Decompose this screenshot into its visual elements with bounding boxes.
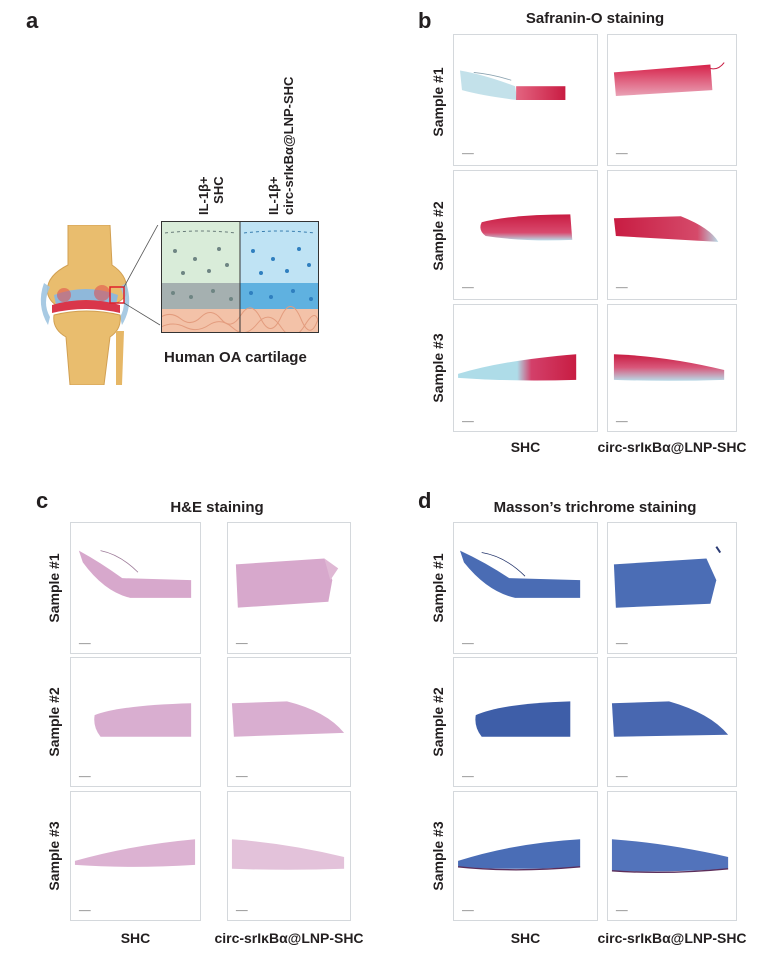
safranin-shc-sample-1 xyxy=(453,34,598,166)
masson-shc-sample-1 xyxy=(453,522,598,654)
panel-c-row-label-2: Sample #2 xyxy=(46,687,62,757)
panel-b-row-label-2: Sample #2 xyxy=(430,201,446,271)
safranin-shc-sample-3 xyxy=(453,304,598,432)
panel-a-caption: Human OA cartilage xyxy=(164,349,307,366)
panel-b-row-label-3: Sample #3 xyxy=(430,333,446,403)
panel-b-col-label-1: SHC xyxy=(510,439,541,455)
col2-line1: IL-1β+ xyxy=(266,176,281,215)
he-circ-sample-3 xyxy=(227,791,351,921)
masson-circ-sample-3 xyxy=(607,791,737,921)
panel-d-title: Masson’s trichrome staining xyxy=(493,499,697,516)
panel-letter-a: a xyxy=(26,8,39,33)
panel-b-row-label-1: Sample #1 xyxy=(430,67,446,137)
masson-shc-sample-2 xyxy=(453,657,598,787)
safranin-circ-sample-3 xyxy=(607,304,737,432)
panel-c-col-label-2: circ-srIκBα@LNP-SHC xyxy=(214,930,364,946)
he-shc-sample-3 xyxy=(70,791,201,921)
he-shc-sample-2 xyxy=(70,657,201,787)
safranin-circ-sample-1 xyxy=(607,34,737,166)
panel-d-row-label-1: Sample #1 xyxy=(430,553,446,623)
col1-line1: IL-1β+ xyxy=(196,176,211,215)
panel-d-col-label-2: circ-srIκBα@LNP-SHC xyxy=(597,930,747,946)
panel-d-col-label-1: SHC xyxy=(510,930,541,946)
he-circ-sample-2 xyxy=(227,657,351,787)
panel-b-col-label-2: circ-srIκBα@LNP-SHC xyxy=(597,439,747,455)
he-circ-sample-1 xyxy=(227,522,351,654)
panel-a-col1-label: IL-1β+ SHC xyxy=(196,176,226,215)
panel-c-title: H&E staining xyxy=(170,499,264,516)
panel-letter-d: d xyxy=(418,488,432,513)
panel-d-row-label-2: Sample #2 xyxy=(430,687,446,757)
panel-letter-b: b xyxy=(418,8,432,33)
safranin-circ-sample-2 xyxy=(607,170,737,300)
safranin-shc-sample-2 xyxy=(453,170,598,300)
panel-c-row-label-1: Sample #1 xyxy=(46,553,62,623)
masson-circ-sample-2 xyxy=(607,657,737,787)
panel-c-col-label-1: SHC xyxy=(120,930,151,946)
col2-line2: circ-srIκBα@LNP-SHC xyxy=(281,76,296,215)
panel-letter-c: c xyxy=(36,488,49,513)
he-shc-sample-1 xyxy=(70,522,201,654)
col1-line2: SHC xyxy=(211,176,226,204)
knee-illustration xyxy=(30,220,330,386)
masson-circ-sample-1 xyxy=(607,522,737,654)
panel-c-row-label-3: Sample #3 xyxy=(46,821,62,891)
masson-shc-sample-3 xyxy=(453,791,598,921)
panel-b-title: Safranin-O staining xyxy=(525,10,665,27)
panel-a-col2-label: IL-1β+ circ-srIκBα@LNP-SHC xyxy=(266,77,296,215)
cartilage-schematic xyxy=(160,221,320,336)
panel-d-row-label-3: Sample #3 xyxy=(430,821,446,891)
